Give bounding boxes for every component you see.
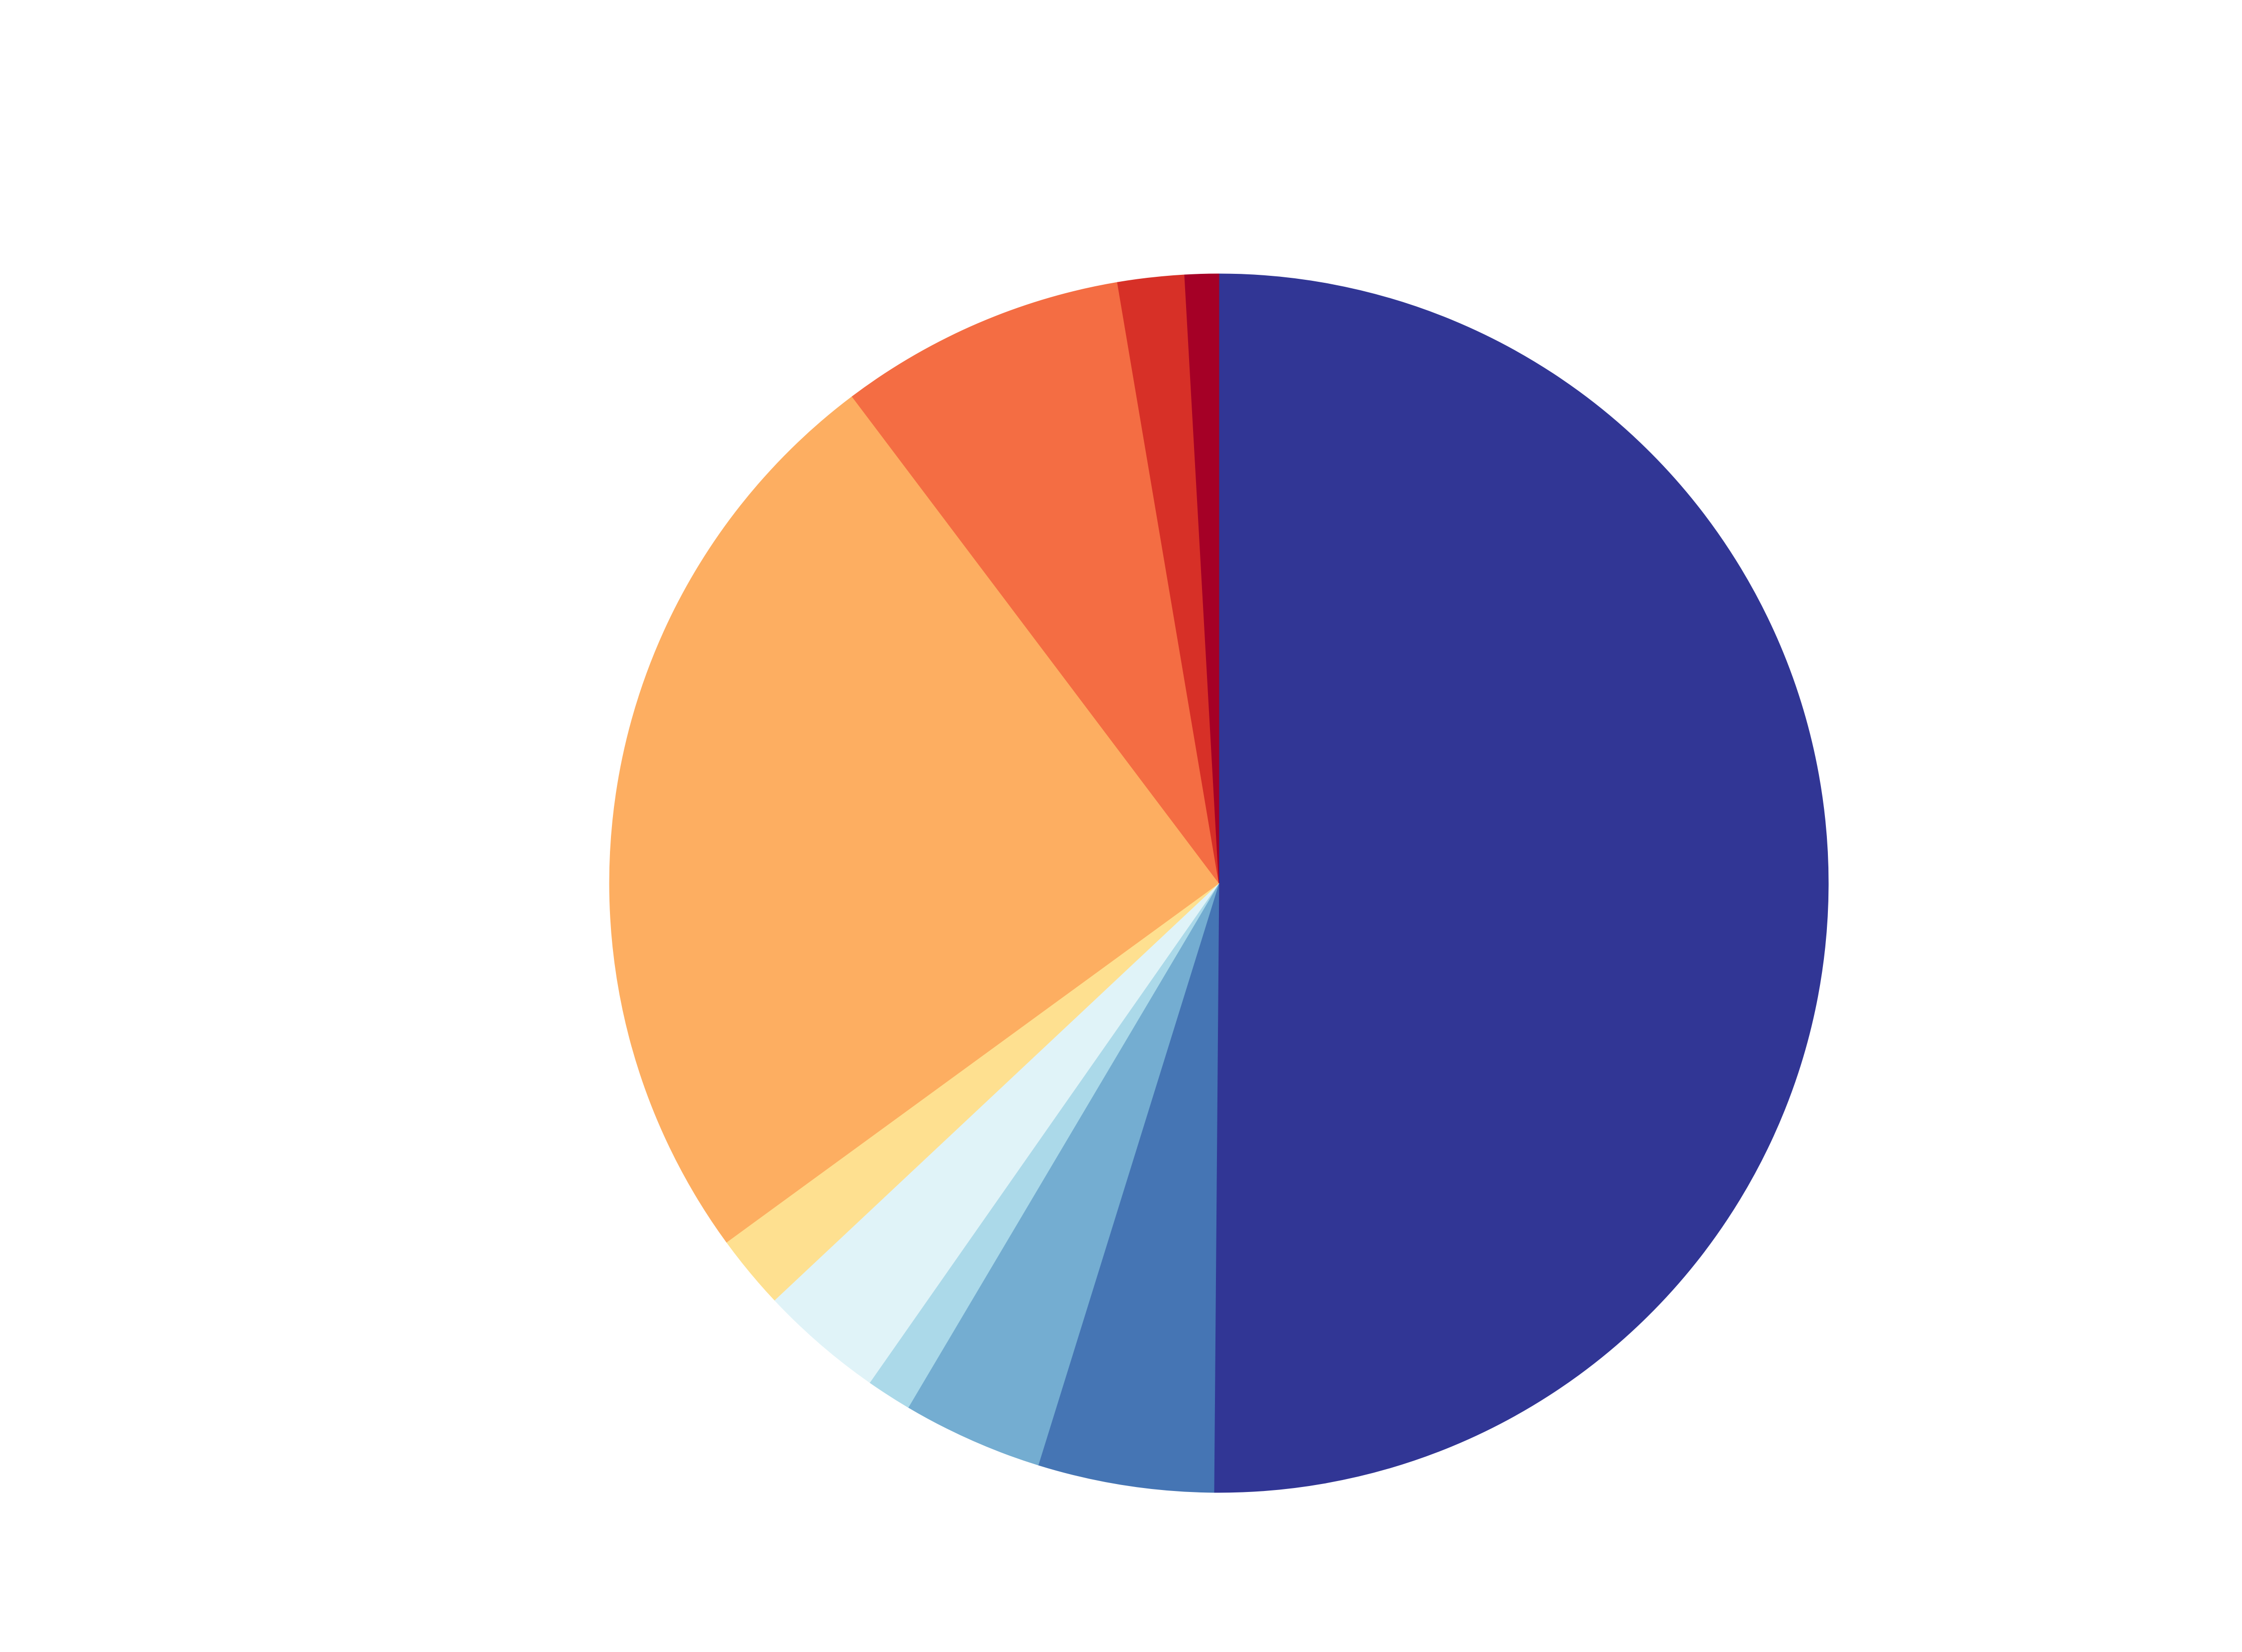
pie-slices <box>609 273 1829 1493</box>
pie-slice-2 <box>1037 883 1219 1493</box>
pie-slice-8 <box>852 282 1219 884</box>
pie-slice-10 <box>1184 273 1219 884</box>
pie-slice-5 <box>774 883 1219 1383</box>
pie-slice-7 <box>609 396 1219 1243</box>
pie-slice-3 <box>908 883 1219 1466</box>
pie-slice-1 <box>1213 273 1829 1493</box>
